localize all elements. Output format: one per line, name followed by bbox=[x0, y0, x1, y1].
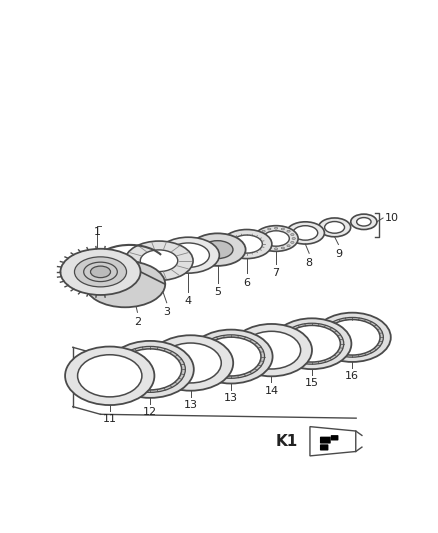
Ellipse shape bbox=[286, 222, 325, 244]
Ellipse shape bbox=[293, 225, 318, 240]
Ellipse shape bbox=[275, 227, 278, 229]
Text: 13: 13 bbox=[224, 393, 238, 403]
Ellipse shape bbox=[292, 238, 295, 239]
Text: 11: 11 bbox=[103, 414, 117, 424]
Text: 1: 1 bbox=[94, 227, 101, 237]
Polygon shape bbox=[310, 426, 356, 456]
Ellipse shape bbox=[357, 217, 371, 226]
Ellipse shape bbox=[275, 248, 278, 250]
Ellipse shape bbox=[262, 245, 265, 247]
Ellipse shape bbox=[84, 262, 117, 281]
Ellipse shape bbox=[351, 214, 377, 230]
Text: K1: K1 bbox=[276, 434, 298, 449]
Ellipse shape bbox=[85, 261, 165, 308]
Ellipse shape bbox=[222, 230, 272, 259]
Ellipse shape bbox=[268, 247, 271, 249]
Ellipse shape bbox=[190, 329, 272, 384]
Text: 7: 7 bbox=[272, 268, 279, 278]
Ellipse shape bbox=[314, 313, 391, 362]
Text: 12: 12 bbox=[143, 407, 157, 417]
Ellipse shape bbox=[287, 230, 290, 232]
Text: 2: 2 bbox=[134, 317, 141, 327]
Ellipse shape bbox=[148, 335, 233, 391]
Ellipse shape bbox=[231, 235, 262, 253]
Ellipse shape bbox=[157, 237, 219, 273]
Text: 16: 16 bbox=[345, 371, 359, 381]
FancyBboxPatch shape bbox=[320, 445, 328, 450]
Ellipse shape bbox=[190, 233, 246, 266]
Ellipse shape bbox=[258, 233, 261, 236]
Ellipse shape bbox=[198, 335, 265, 378]
Ellipse shape bbox=[281, 228, 284, 230]
Text: 9: 9 bbox=[335, 249, 342, 259]
Ellipse shape bbox=[231, 324, 312, 376]
Ellipse shape bbox=[65, 346, 155, 405]
Ellipse shape bbox=[268, 228, 271, 230]
Ellipse shape bbox=[115, 346, 185, 392]
Text: 3: 3 bbox=[163, 308, 170, 317]
Text: 8: 8 bbox=[306, 258, 313, 268]
Text: 6: 6 bbox=[243, 278, 250, 288]
Ellipse shape bbox=[287, 245, 290, 247]
Ellipse shape bbox=[106, 341, 194, 398]
Ellipse shape bbox=[140, 250, 178, 271]
Ellipse shape bbox=[263, 231, 290, 246]
Ellipse shape bbox=[125, 241, 193, 280]
Ellipse shape bbox=[60, 249, 141, 295]
Ellipse shape bbox=[254, 225, 298, 252]
Ellipse shape bbox=[325, 320, 380, 355]
Ellipse shape bbox=[160, 343, 221, 383]
Ellipse shape bbox=[318, 218, 351, 237]
Ellipse shape bbox=[167, 243, 209, 268]
FancyBboxPatch shape bbox=[320, 437, 331, 443]
Text: 15: 15 bbox=[305, 378, 319, 389]
FancyBboxPatch shape bbox=[331, 435, 339, 440]
Ellipse shape bbox=[74, 257, 127, 287]
Text: 10: 10 bbox=[385, 213, 399, 223]
Ellipse shape bbox=[325, 222, 345, 233]
Text: 14: 14 bbox=[265, 385, 279, 395]
Ellipse shape bbox=[281, 247, 284, 249]
Text: 5: 5 bbox=[214, 287, 221, 297]
Ellipse shape bbox=[201, 337, 261, 376]
Ellipse shape bbox=[272, 318, 351, 369]
Ellipse shape bbox=[262, 230, 265, 232]
Ellipse shape bbox=[283, 326, 340, 362]
Text: 13: 13 bbox=[184, 400, 198, 410]
Ellipse shape bbox=[258, 241, 261, 244]
Ellipse shape bbox=[291, 241, 294, 244]
Ellipse shape bbox=[242, 332, 300, 369]
Ellipse shape bbox=[321, 318, 383, 357]
Ellipse shape bbox=[78, 355, 142, 397]
Ellipse shape bbox=[280, 323, 344, 364]
Ellipse shape bbox=[119, 349, 182, 390]
Ellipse shape bbox=[291, 233, 294, 236]
Ellipse shape bbox=[202, 241, 233, 259]
Ellipse shape bbox=[257, 238, 260, 239]
Ellipse shape bbox=[91, 266, 110, 278]
Text: 4: 4 bbox=[185, 296, 192, 306]
